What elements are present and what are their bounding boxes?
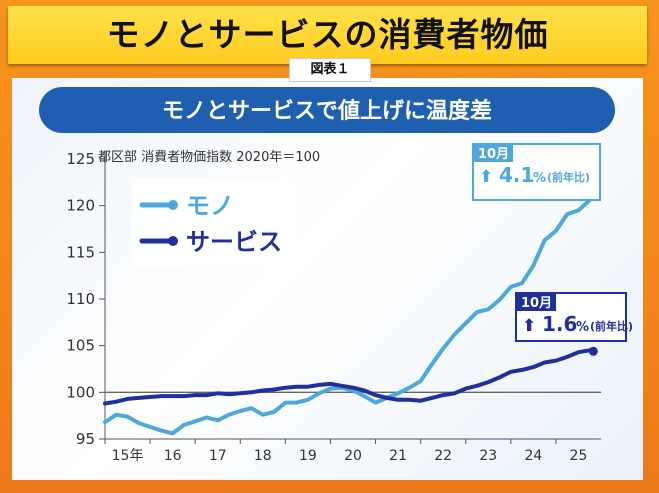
y-tick-label: 105	[66, 337, 95, 355]
chart-subtitle: 都区部 消費者物価指数 2020年＝100	[98, 150, 320, 165]
annotation-month-1: 10月	[521, 296, 552, 311]
x-tick-label: 20	[344, 448, 362, 464]
x-tick-label: 16	[164, 448, 182, 464]
legend-label-0: モノ	[186, 192, 234, 220]
title-banner: モノとサービスの消費者物価	[8, 6, 647, 64]
annotation-note-0: (前年比)	[547, 170, 590, 184]
annotation-month-tab-1	[516, 293, 556, 311]
annotation-note-1: (前年比)	[590, 319, 633, 333]
y-tick-label: 100	[66, 383, 95, 401]
up-arrow-icon: ⬆	[522, 316, 536, 336]
annotation-month-0: 10月	[478, 147, 509, 162]
figure-label: 図表１	[310, 62, 350, 77]
legend-marker-0	[168, 200, 178, 210]
x-tick-label: 23	[479, 448, 497, 464]
x-tick-label: 22	[434, 448, 452, 464]
chart-title-banner	[39, 87, 615, 133]
y-tick-label: 125	[66, 150, 95, 168]
annotation-unit-1: %	[576, 320, 589, 335]
annotation-value-0: 4.1	[499, 163, 534, 187]
figure-label-box: 図表１	[289, 58, 371, 82]
chart-panel: モノとサービスで値上げに温度差都区部 消費者物価指数 2020年＝100 125 1…	[12, 78, 643, 480]
x-tick-label: 19	[299, 448, 317, 464]
x-tick-label: 15年	[112, 448, 144, 464]
annotation-unit-0: %	[533, 171, 546, 186]
legend-box	[132, 178, 294, 266]
series-end-point-1	[588, 346, 598, 356]
page-title: モノとサービスの消費者物価	[106, 15, 549, 54]
annotation-month-tab-0	[473, 144, 513, 162]
x-tick-label: 25	[570, 448, 588, 464]
y-tick-label: 110	[66, 290, 95, 308]
legend-marker-1	[168, 236, 178, 246]
up-arrow-icon: ⬆	[479, 167, 493, 187]
y-tick-label: 120	[66, 197, 95, 215]
x-tick-label: 21	[389, 448, 407, 464]
x-tick-label: 18	[254, 448, 272, 464]
legend-label-1: サービス	[186, 228, 282, 256]
chart-title: モノとサービスで値上げに温度差	[162, 98, 492, 124]
x-tick-label: 24	[524, 448, 542, 464]
y-tick-label: 115	[66, 243, 95, 261]
y-tick-label: 95	[76, 430, 95, 448]
series-line-0	[103, 185, 596, 436]
series-line-1	[103, 348, 596, 406]
annotation-value-1: 1.6	[542, 312, 577, 336]
x-tick-label: 17	[209, 448, 227, 464]
